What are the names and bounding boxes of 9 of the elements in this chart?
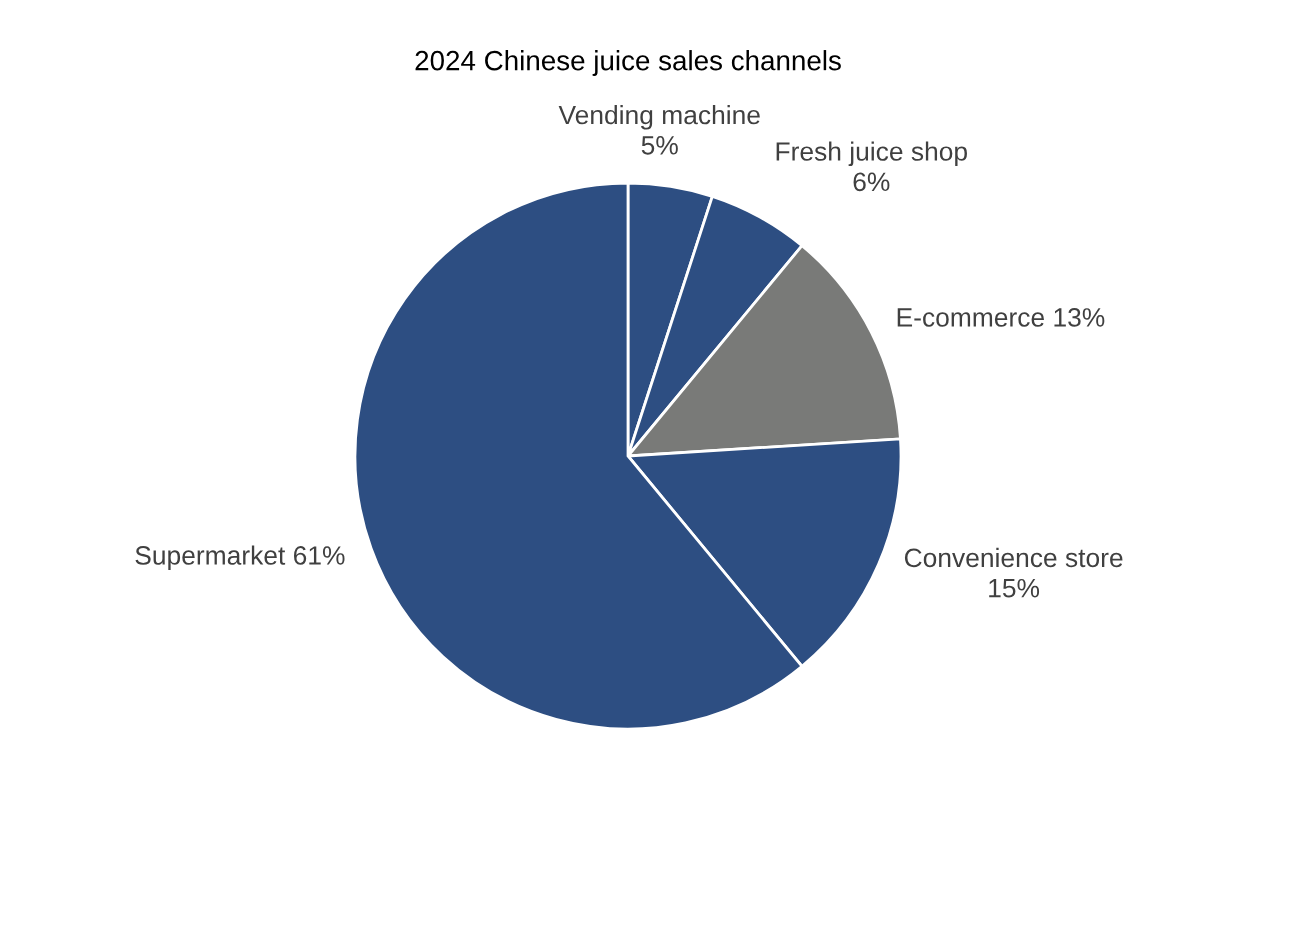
data-label: 15% bbox=[989, 578, 1040, 598]
slice-label: Convenience store bbox=[904, 547, 1123, 568]
slice-label: E-commerce 13% bbox=[897, 308, 1105, 327]
slice-label: Vending machine bbox=[558, 104, 760, 130]
slice-label: Supermarket 61% bbox=[135, 545, 345, 571]
data-label: 5% bbox=[641, 136, 678, 155]
slice-label: Fresh juice shop bbox=[776, 141, 967, 167]
data-label: 6% bbox=[853, 172, 890, 192]
chart-title: 2024 Chinese juice sales channels bbox=[415, 50, 841, 76]
